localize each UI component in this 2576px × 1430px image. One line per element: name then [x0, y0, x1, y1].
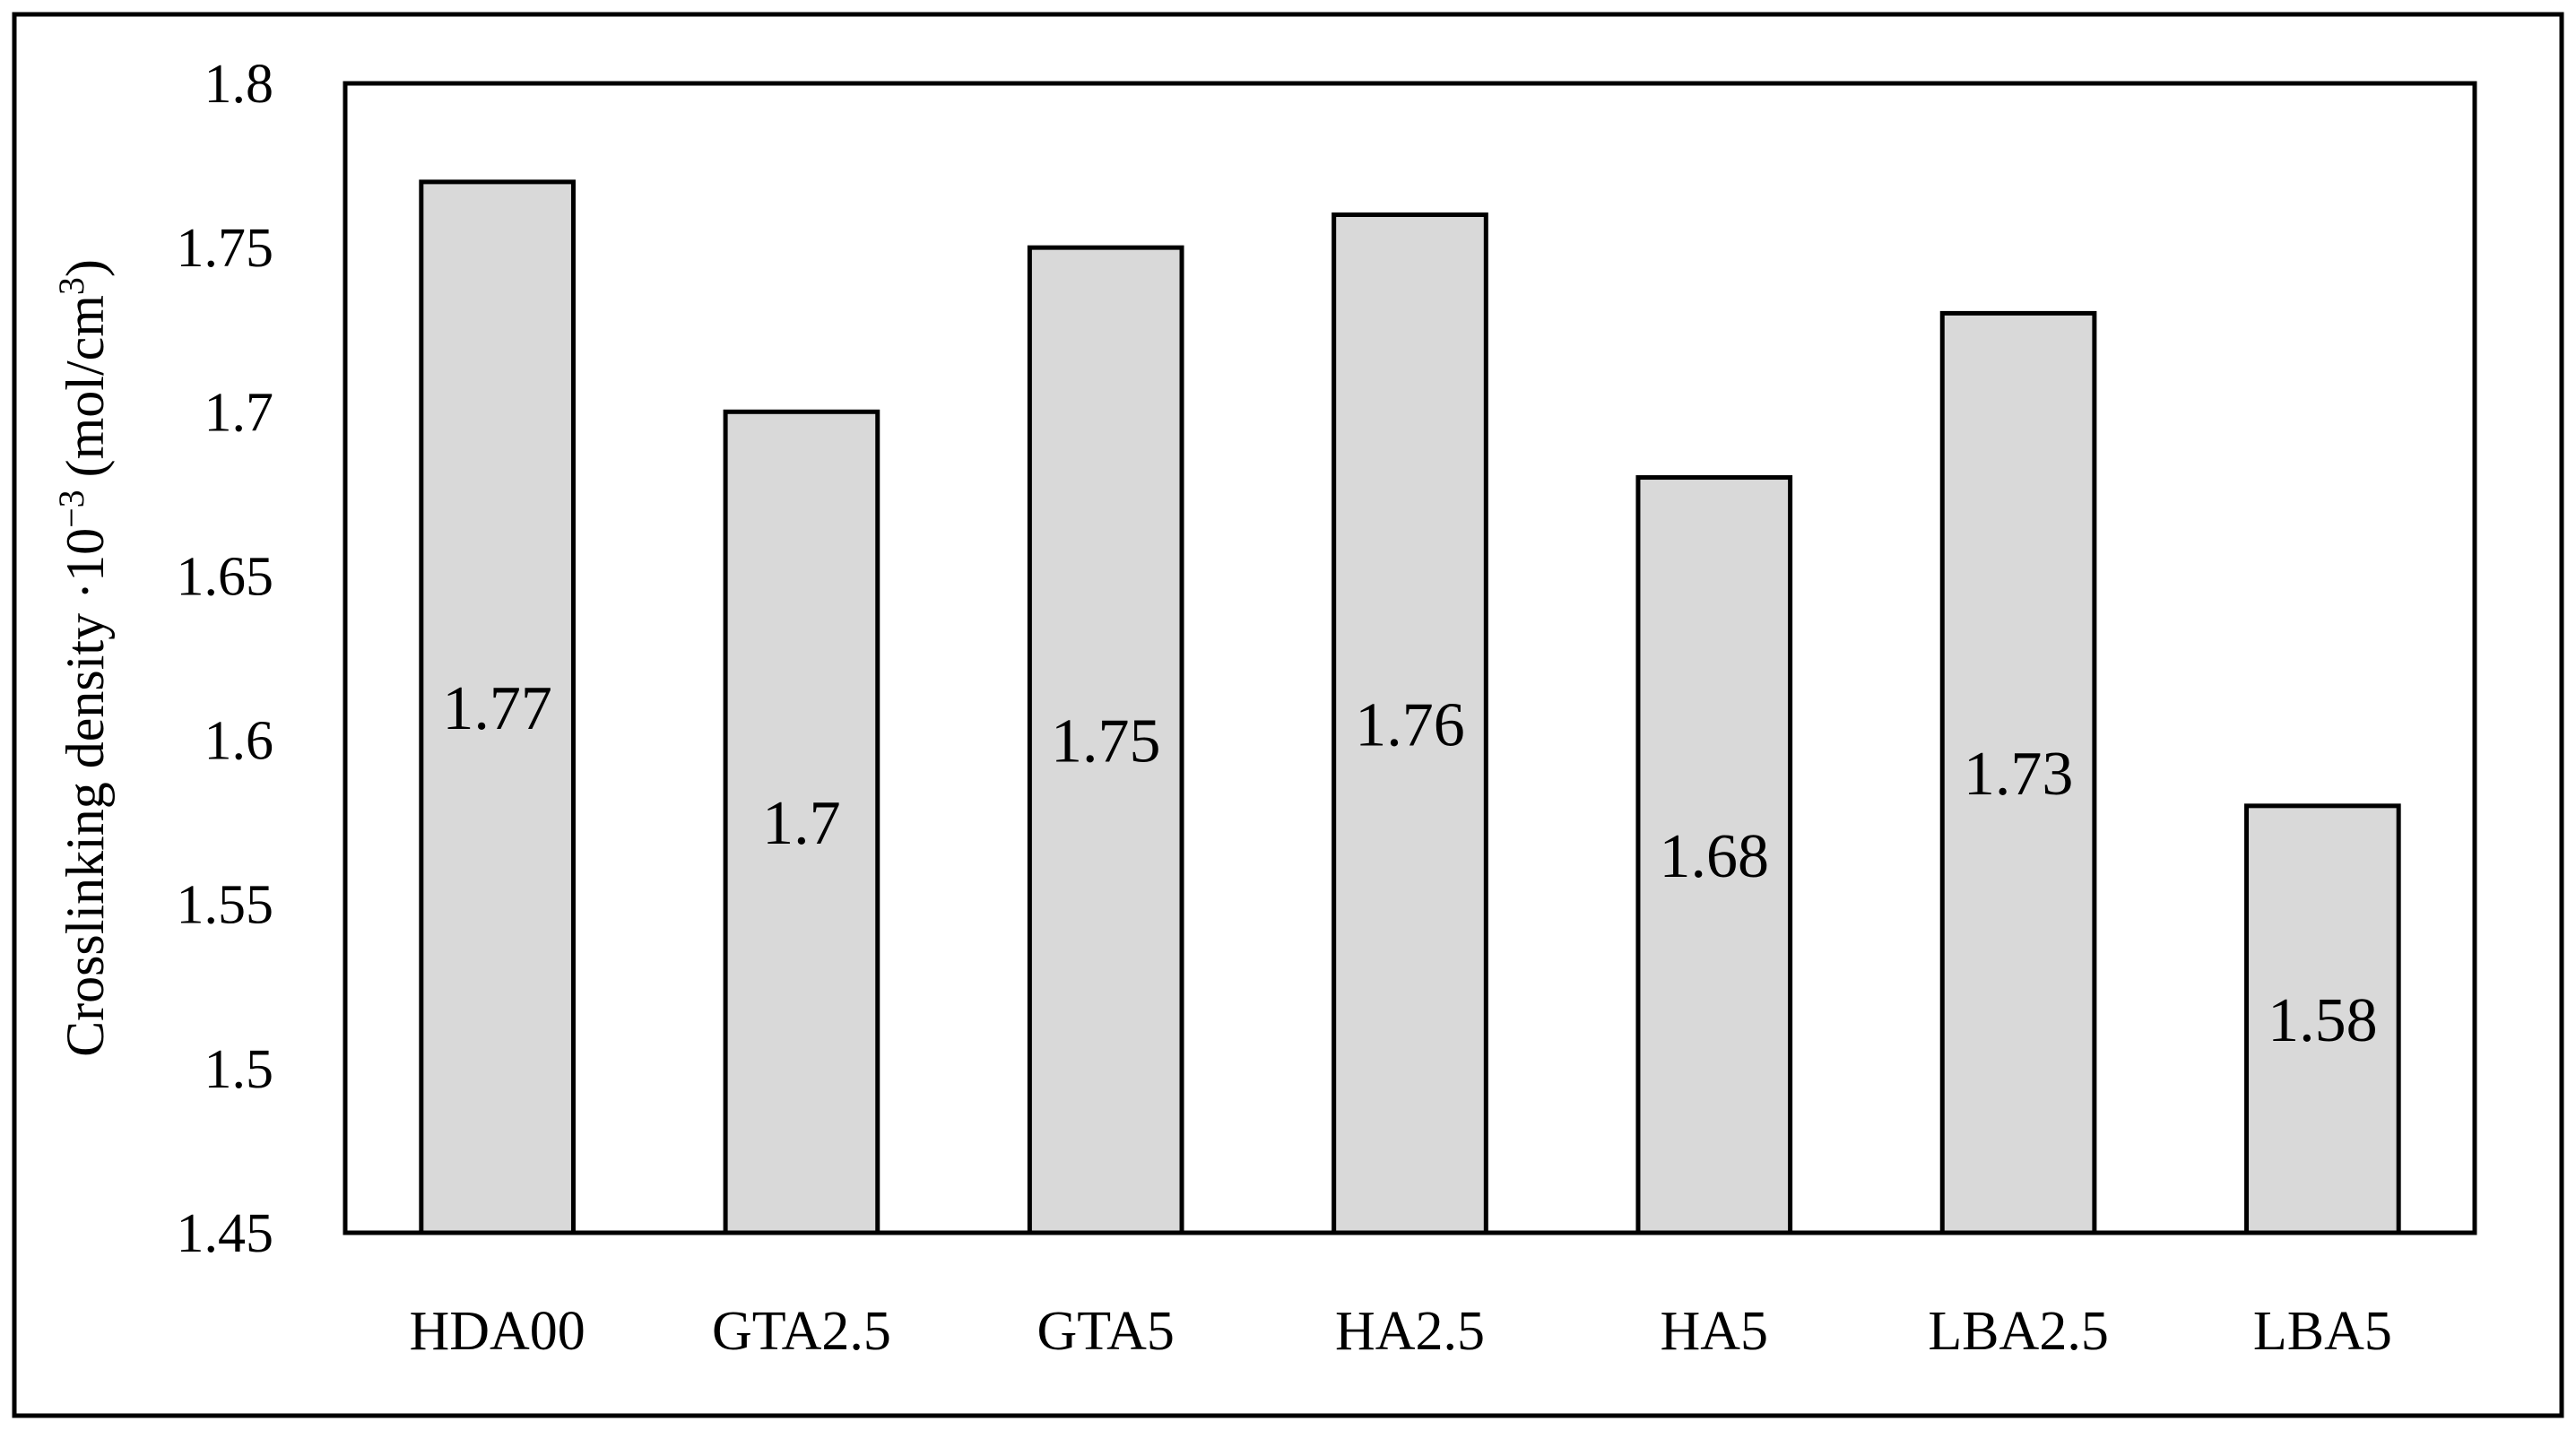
bar: [1635, 475, 1793, 1235]
bar-data-label: 1.75: [1051, 707, 1161, 776]
x-category-label: HA2.5: [1335, 1301, 1485, 1362]
y-tick-label: 1.75: [177, 218, 274, 279]
bar-data-label: 1.73: [1964, 740, 2074, 809]
y-axis-label: Crosslinking density ·10−3 (mol/cm3): [51, 259, 116, 1057]
y-axis-label-exponent: −3: [51, 490, 91, 528]
x-category-label: LBA5: [2253, 1301, 2392, 1362]
x-axis-ticks: HDA00 GTA2.5 GTA5 HA2.5 HA5 LBA2.5 LBA5: [409, 1301, 2391, 1362]
bar-data-label: 1.76: [1355, 690, 1465, 759]
bar-data-label: 1.68: [1660, 822, 1770, 891]
chart-outer-frame: [12, 12, 2564, 1418]
y-tick-label: 1.5: [204, 1039, 274, 1100]
y-tick-label: 1.45: [177, 1203, 274, 1264]
y-tick-label: 1.7: [204, 382, 274, 443]
x-category-label: HDA00: [409, 1301, 585, 1362]
x-category-label: GTA5: [1036, 1301, 1174, 1362]
y-axis-label-unit-open: (mol/cm: [56, 295, 115, 477]
x-category-label: LBA2.5: [1928, 1301, 2109, 1362]
bar: [1331, 212, 1488, 1235]
y-tick-label: 1.8: [204, 54, 274, 115]
y-tick-label: 1.65: [177, 546, 274, 607]
bar: [723, 409, 880, 1235]
x-category-label: GTA2.5: [712, 1301, 891, 1362]
y-tick-label: 1.55: [177, 875, 274, 936]
y-axis-label-text: Crosslinking density ·10: [56, 528, 115, 1057]
bar-data-label: 1.58: [2268, 986, 2378, 1055]
bars: 1.77 1.7 1.75 1.76 1.68 1.73 1.58: [419, 179, 2401, 1235]
y-axis-ticks: 1.45 1.5 1.55 1.6 1.65 1.7 1.75 1.8: [177, 54, 274, 1264]
x-category-label: HA5: [1661, 1301, 1769, 1362]
bar: [419, 179, 576, 1235]
bar-data-label: 1.77: [442, 674, 552, 743]
bar: [1027, 245, 1184, 1235]
y-axis-label-unit-exponent: 3: [51, 277, 91, 295]
y-axis-label-unit-close: ): [56, 259, 115, 277]
y-tick-label: 1.6: [204, 711, 274, 772]
bar: [1939, 310, 2097, 1235]
bar-data-label: 1.7: [762, 789, 841, 858]
bar: [2244, 803, 2401, 1235]
